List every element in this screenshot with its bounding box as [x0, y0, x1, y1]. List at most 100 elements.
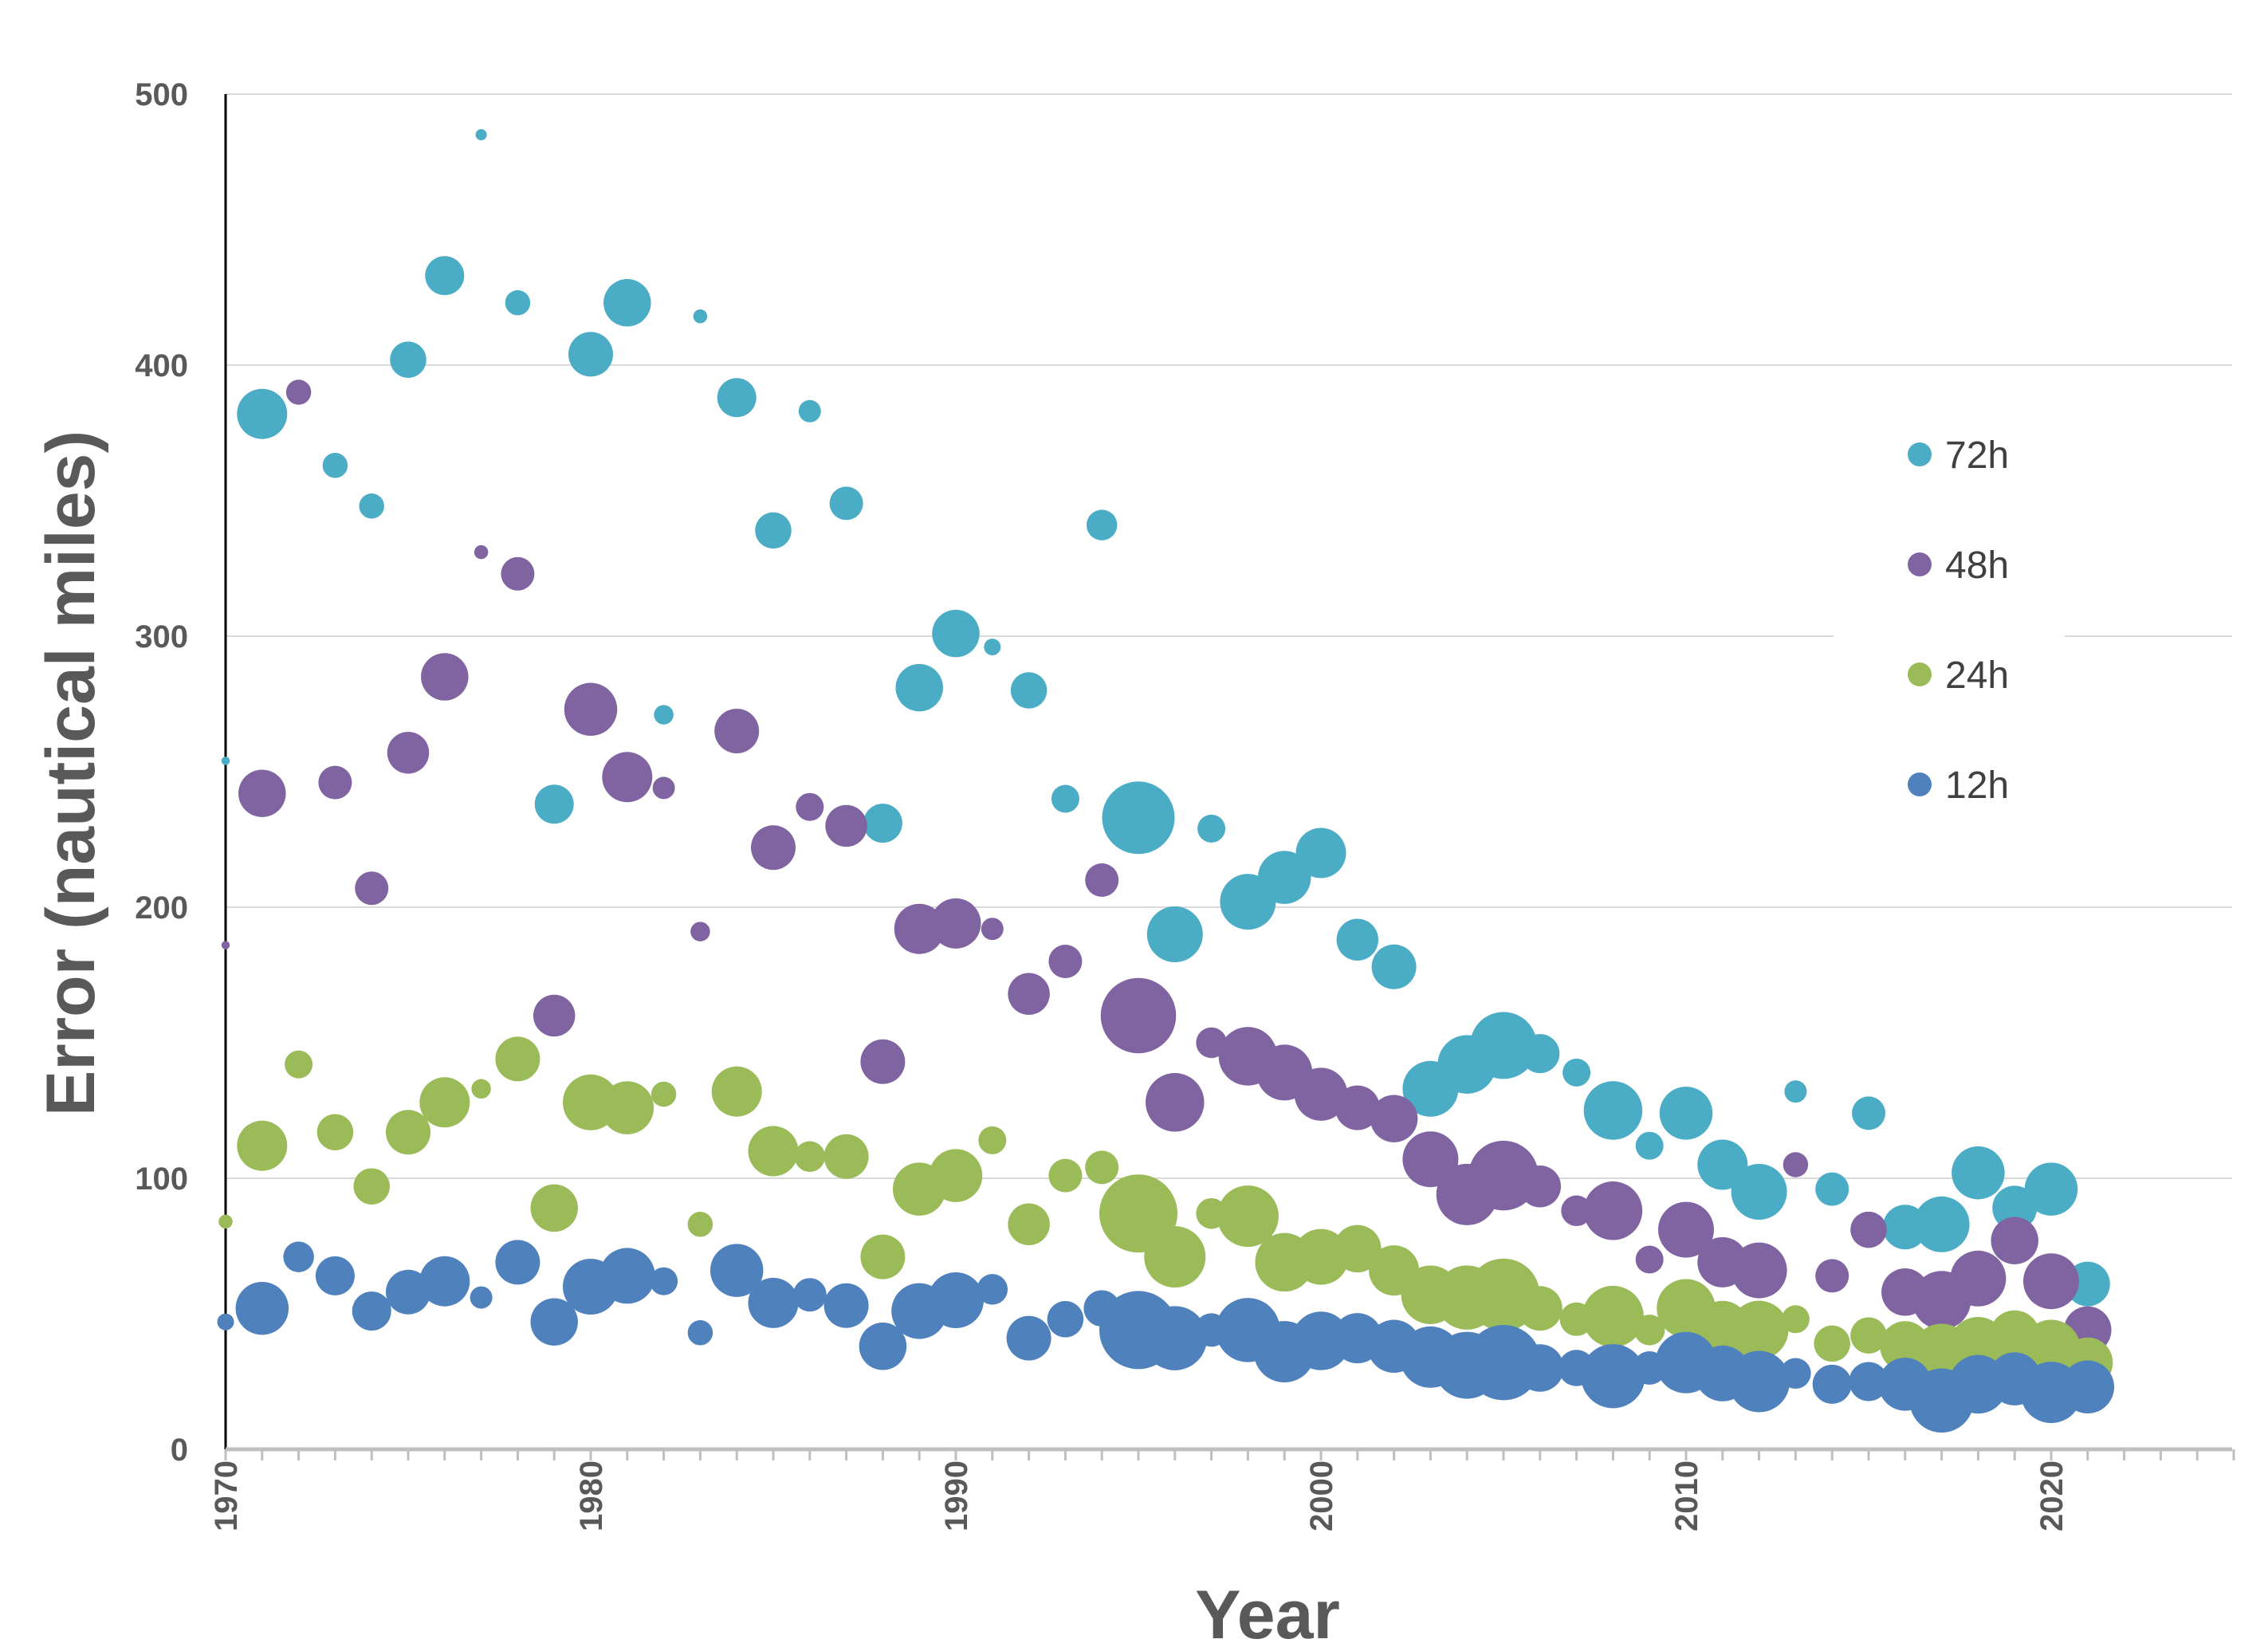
bubble-72h-1988 [863, 804, 902, 843]
bubble-48h-1979 [533, 994, 576, 1037]
bubble-48h-2006 [1519, 1165, 1562, 1208]
bubble-48h-1978 [501, 556, 535, 591]
bubble-48h-1974 [355, 871, 389, 906]
bubble-48h-1988 [860, 1039, 906, 1084]
bubble-24h-2006 [1517, 1286, 1562, 1331]
bubble-72h-1992 [1010, 672, 1048, 709]
x-axis-title: Year [1195, 1577, 1340, 1647]
x-tick-label-1990: 1990 [939, 1460, 974, 1531]
bubble-72h-2010 [1659, 1087, 1713, 1140]
bubble-12h-1971 [235, 1281, 289, 1335]
bubble-72h-1970 [221, 757, 230, 765]
bubble-72h-1980 [568, 332, 613, 377]
bubble-12h-1975 [386, 1269, 430, 1315]
bubble-12h-1972 [283, 1241, 314, 1272]
bubble-24h-2014 [1814, 1325, 1850, 1362]
bubble-48h-1975 [387, 731, 430, 774]
bubble-72h-1978 [505, 290, 531, 316]
bubble-48h-1982 [652, 776, 675, 800]
bubble-48h-1985 [751, 825, 796, 871]
bubble-72h-1982 [654, 705, 674, 725]
bubble-12h-2006 [1516, 1344, 1564, 1392]
bubble-48h-2000 [1294, 1067, 1348, 1121]
bubble-72h-2001 [1336, 918, 1379, 961]
bubble-72h-2015 [1852, 1096, 1885, 1130]
bubble-48h-1972 [285, 379, 312, 405]
y-tick-label-200: 200 [135, 890, 188, 926]
bubble-72h-1984 [717, 378, 757, 418]
x-tick-labels: 1970 1980 1990 2000 2010 2020 [209, 1460, 2070, 1531]
bubble-24h-1991 [978, 1126, 1007, 1154]
gridlines [226, 93, 2232, 1179]
legend-marker-72h [1908, 442, 1932, 466]
bubble-24h-1978 [495, 1036, 540, 1082]
bubble-48h-1981 [602, 752, 653, 803]
bubble-72h-1985 [755, 512, 792, 549]
bubble-48h-2019 [1991, 1217, 2038, 1264]
bubble-48h-2003 [1402, 1131, 1459, 1188]
bubble-12h-2014 [1812, 1364, 1852, 1404]
bubble-12h-1974 [352, 1291, 391, 1331]
bubble-12h-1988 [859, 1323, 907, 1370]
bubble-72h-2000 [1295, 827, 1346, 879]
bubble-72h-1999 [1257, 851, 1311, 904]
x-tick-label-1980: 1980 [574, 1460, 609, 1531]
bubble-72h-2014 [1815, 1172, 1849, 1206]
bubble-72h-1973 [322, 453, 348, 478]
bubble-24h-1982 [651, 1081, 677, 1107]
bubble-12h-1993 [1047, 1301, 1084, 1338]
bubble-12h-1979 [530, 1298, 578, 1346]
bubble-48h-2008 [1583, 1181, 1643, 1240]
series-24h [218, 1036, 2113, 1388]
bubble-48h-2020 [2023, 1253, 2079, 1310]
bubble-48h-2002 [1370, 1095, 1418, 1142]
bubble-72h-1990 [932, 609, 980, 658]
y-tick-label-300: 300 [135, 619, 188, 654]
bubble-24h-1998 [1217, 1185, 1279, 1248]
bubbles [217, 129, 2115, 1433]
bubble-24h-1974 [353, 1168, 390, 1205]
bubble-72h-1986 [798, 399, 821, 423]
y-axis-title: Error (nautical miles) [33, 430, 109, 1116]
bubble-48h-1995 [1100, 977, 1177, 1054]
bubble-24h-1985 [748, 1126, 799, 1177]
legend-label-72h: 72h [1945, 434, 2009, 477]
bubble-48h-1983 [690, 922, 710, 941]
bubble-72h-1994 [1086, 509, 1118, 540]
bubble-72h-1976 [425, 256, 465, 296]
bubble-72h-2008 [1583, 1081, 1643, 1140]
bubble-24h-1981 [600, 1081, 654, 1134]
bubble-24h-1983 [687, 1212, 713, 1237]
series-12h [217, 1240, 2115, 1433]
bubble-48h-1973 [318, 765, 352, 800]
bubble-12h-1983 [687, 1320, 713, 1346]
bubble-48h-1977 [474, 544, 489, 560]
bubble-72h-2013 [1784, 1080, 1807, 1103]
bubble-72h-2007 [1562, 1058, 1591, 1087]
legend-marker-24h [1908, 662, 1932, 686]
bubble-12h-1981 [599, 1248, 655, 1304]
bubble-24h-1987 [823, 1134, 869, 1179]
bubble-48h-1992 [1008, 973, 1050, 1016]
legend: 72h 48h 24h 12h [1834, 423, 2065, 807]
bubble-24h-2009 [1633, 1315, 1665, 1346]
bubble-24h-2015 [1850, 1317, 1887, 1354]
y-tick-label-100: 100 [135, 1162, 188, 1197]
bubble-24h-2012 [1729, 1300, 1789, 1360]
bubble-48h-1997 [1196, 1027, 1227, 1059]
bubble-72h-2012 [1731, 1164, 1787, 1220]
x-tick-label-2020: 2020 [2034, 1460, 2070, 1531]
bubble-24h-1976 [419, 1077, 470, 1128]
bubble-72h-1997 [1197, 814, 1226, 843]
legend-marker-48h [1908, 552, 1932, 576]
bubble-12h-1990 [928, 1272, 984, 1328]
bubble-72h-1989 [895, 663, 943, 712]
bubble-48h-2012 [1731, 1242, 1787, 1299]
y-tick-label-500: 500 [135, 77, 188, 112]
y-tick-labels: 0 100 200 300 400 500 [135, 77, 188, 1468]
bubble-48h-1991 [981, 918, 1004, 941]
legend-label-48h: 48h [1945, 544, 2009, 587]
bubble-12h-2015 [1849, 1362, 1889, 1401]
bubble-12h-1996 [1142, 1306, 1208, 1370]
